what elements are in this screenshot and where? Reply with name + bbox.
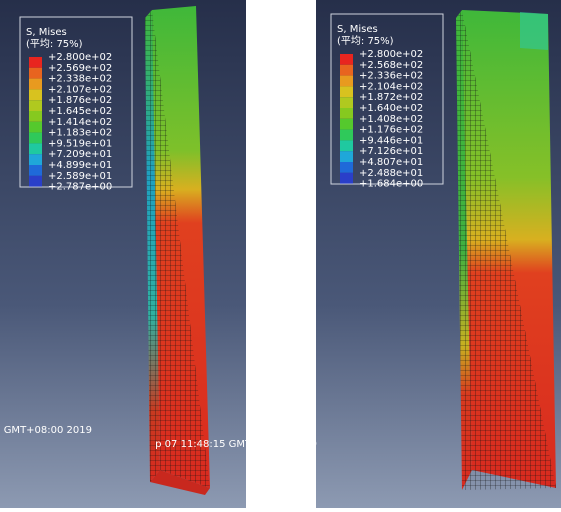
legend-label: +2.787e+00: [48, 182, 112, 193]
legend-swatch: [29, 100, 42, 111]
legend-swatch: [340, 119, 353, 130]
legend-swatch: [29, 133, 42, 144]
legend-label: +2.800e+02: [359, 49, 423, 60]
legend-title: S, Mises: [337, 24, 378, 35]
timestamp: p 07 11:48:15 GMT+08:00 2019: [155, 439, 317, 450]
legend-label: +2.488e+01: [359, 168, 423, 179]
beam-right: [456, 10, 556, 490]
legend-label: +1.640e+02: [359, 103, 423, 114]
legend-swatch: [29, 79, 42, 90]
legend-label: +1.414e+02: [48, 117, 112, 128]
legend-swatch: [29, 111, 42, 122]
legend-subtitle: (平均: 75%): [26, 38, 83, 50]
legend-label: +2.104e+02: [359, 81, 423, 92]
legend-label: +1.408e+02: [359, 114, 423, 125]
legend-label: +1.176e+02: [359, 125, 423, 136]
legend-swatch: [340, 108, 353, 119]
legend-swatch: [340, 76, 353, 87]
legend-label: +1.183e+02: [48, 128, 112, 139]
legend-label: +2.336e+02: [359, 71, 423, 82]
legend-label: +9.446e+01: [359, 135, 423, 146]
legend-label: +2.800e+02: [48, 52, 112, 63]
legend-label: +1.645e+02: [48, 106, 112, 117]
legend-swatch: [29, 143, 42, 154]
legend-swatch: [29, 68, 42, 79]
legend-swatch: [340, 97, 353, 108]
legend-swatch: [340, 173, 353, 184]
legend-label: +9.519e+01: [48, 138, 112, 149]
timestamp: GMT+08:00 2019: [4, 425, 92, 436]
legend-swatch: [340, 162, 353, 173]
legend-swatch: [29, 122, 42, 133]
legend-label: +1.876e+02: [48, 95, 112, 106]
legend-label: +2.107e+02: [48, 84, 112, 95]
legend-label: +7.209e+01: [48, 149, 112, 160]
legend-swatch: [340, 86, 353, 97]
legend-label: +4.807e+01: [359, 157, 423, 168]
legend-label: +1.684e+00: [359, 179, 423, 190]
legend-swatch: [29, 89, 42, 100]
legend-label: +7.126e+01: [359, 146, 423, 157]
screenshot: S, Mises(平均: 75%)+2.800e+02+2.569e+02+2.…: [0, 0, 561, 508]
legend-swatch: [29, 165, 42, 176]
legend-swatch: [29, 154, 42, 165]
legend-swatch: [340, 54, 353, 65]
legend-label: +4.899e+01: [48, 160, 112, 171]
legend-swatch: [29, 57, 42, 68]
legend-subtitle: (平均: 75%): [337, 35, 394, 47]
legend-label: +1.872e+02: [359, 92, 423, 103]
legend-swatch: [340, 140, 353, 151]
legend-swatch: [340, 65, 353, 76]
legend-label: +2.569e+02: [48, 63, 112, 74]
legend-swatch: [340, 130, 353, 141]
legend-title: S, Mises: [26, 27, 67, 38]
legend-swatch: [340, 151, 353, 162]
legend-label: +2.338e+02: [48, 74, 112, 85]
legend-swatch: [29, 176, 42, 187]
legend-label: +2.589e+01: [48, 171, 112, 182]
legend-label: +2.568e+02: [359, 60, 423, 71]
